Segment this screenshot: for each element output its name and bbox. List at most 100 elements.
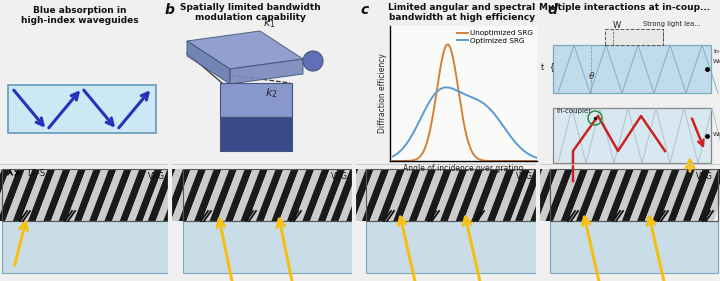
- Text: VHG: VHG: [516, 172, 533, 181]
- Polygon shape: [5, 169, 32, 221]
- Text: W: W: [613, 21, 621, 30]
- Bar: [553, 108, 711, 163]
- Text: Blue absorption in
high-index waveguides: Blue absorption in high-index waveguides: [21, 6, 139, 25]
- Polygon shape: [318, 169, 346, 221]
- Text: In-coupler: In-coupler: [556, 108, 591, 114]
- Bar: [550, 169, 718, 221]
- Polygon shape: [377, 169, 405, 221]
- Unoptimized SRG: [436, 69, 444, 73]
- Line: Optimized SRG: Optimized SRG: [393, 87, 537, 158]
- Text: Strong light lea...: Strong light lea...: [643, 21, 701, 27]
- Polygon shape: [341, 169, 369, 221]
- Polygon shape: [503, 169, 530, 221]
- Polygon shape: [495, 169, 523, 221]
- Polygon shape: [546, 169, 573, 221]
- Polygon shape: [127, 169, 155, 221]
- Optimized SRG: [480, 102, 488, 105]
- Polygon shape: [530, 169, 557, 221]
- Polygon shape: [81, 169, 109, 221]
- Optimized SRG: [406, 137, 415, 140]
- Polygon shape: [0, 169, 17, 221]
- Polygon shape: [706, 169, 720, 221]
- Text: VHG: VHG: [696, 172, 713, 181]
- Polygon shape: [346, 169, 374, 221]
- Polygon shape: [0, 169, 25, 221]
- Unoptimized SRG: [533, 159, 541, 163]
- Legend: Unoptimized SRG, Optimized SRG: Unoptimized SRG, Optimized SRG: [456, 30, 534, 45]
- Polygon shape: [432, 169, 460, 221]
- Polygon shape: [645, 169, 672, 221]
- Bar: [366, 221, 538, 273]
- Optimized SRG: [436, 88, 444, 91]
- Polygon shape: [409, 169, 436, 221]
- Bar: [2, 169, 170, 221]
- Polygon shape: [135, 169, 163, 221]
- Polygon shape: [591, 169, 618, 221]
- Text: $k_2$: $k_2$: [265, 86, 278, 100]
- Polygon shape: [156, 169, 183, 221]
- Optimized SRG: [533, 156, 541, 160]
- Text: In-c...: In-c...: [713, 49, 720, 54]
- Polygon shape: [440, 169, 467, 221]
- Bar: [183, 221, 353, 273]
- Unoptimized SRG: [493, 159, 502, 163]
- Bar: [183, 169, 353, 221]
- Polygon shape: [553, 169, 580, 221]
- Polygon shape: [96, 169, 124, 221]
- Polygon shape: [89, 169, 117, 221]
- Text: VHG: VHG: [331, 172, 348, 181]
- Polygon shape: [660, 169, 688, 221]
- Text: c: c: [360, 3, 368, 17]
- Polygon shape: [271, 169, 299, 221]
- Polygon shape: [637, 169, 665, 221]
- Polygon shape: [163, 169, 191, 221]
- Polygon shape: [599, 169, 626, 221]
- Polygon shape: [523, 169, 550, 221]
- Polygon shape: [333, 169, 361, 221]
- Polygon shape: [210, 169, 237, 221]
- Polygon shape: [576, 169, 603, 221]
- Polygon shape: [614, 169, 642, 221]
- Polygon shape: [51, 169, 78, 221]
- Polygon shape: [104, 169, 132, 221]
- Polygon shape: [58, 169, 86, 221]
- Bar: [553, 45, 711, 93]
- Text: Limited angular and spectral
bandwidth at high efficiency: Limited angular and spectral bandwidth a…: [388, 3, 536, 22]
- Polygon shape: [279, 169, 307, 221]
- Polygon shape: [561, 169, 588, 221]
- Polygon shape: [325, 169, 353, 221]
- Polygon shape: [120, 169, 147, 221]
- Polygon shape: [310, 169, 338, 221]
- Polygon shape: [401, 169, 428, 221]
- Bar: [605, 29, 663, 45]
- Polygon shape: [186, 169, 214, 221]
- Text: $k_1$: $k_1$: [263, 16, 276, 30]
- Text: $\theta$: $\theta$: [588, 70, 595, 81]
- Polygon shape: [487, 169, 515, 221]
- Bar: [2, 221, 170, 273]
- Unoptimized SRG: [494, 159, 503, 163]
- Polygon shape: [43, 169, 71, 221]
- Polygon shape: [424, 169, 452, 221]
- Polygon shape: [287, 169, 315, 221]
- Bar: [220, 83, 292, 117]
- Polygon shape: [622, 169, 649, 221]
- Optimized SRG: [389, 155, 397, 158]
- Polygon shape: [518, 169, 546, 221]
- Text: b: b: [165, 3, 175, 17]
- Unoptimized SRG: [480, 159, 488, 162]
- Polygon shape: [330, 169, 358, 221]
- Text: Wa...: Wa...: [713, 132, 720, 137]
- Optimized SRG: [494, 117, 503, 121]
- Bar: [220, 117, 292, 151]
- Optimized SRG: [493, 116, 502, 119]
- Unoptimized SRG: [389, 159, 397, 163]
- Polygon shape: [225, 169, 253, 221]
- Polygon shape: [294, 169, 322, 221]
- Polygon shape: [66, 169, 94, 221]
- Polygon shape: [74, 169, 102, 221]
- Bar: [550, 221, 718, 273]
- Polygon shape: [456, 169, 483, 221]
- Polygon shape: [515, 169, 542, 221]
- Polygon shape: [584, 169, 611, 221]
